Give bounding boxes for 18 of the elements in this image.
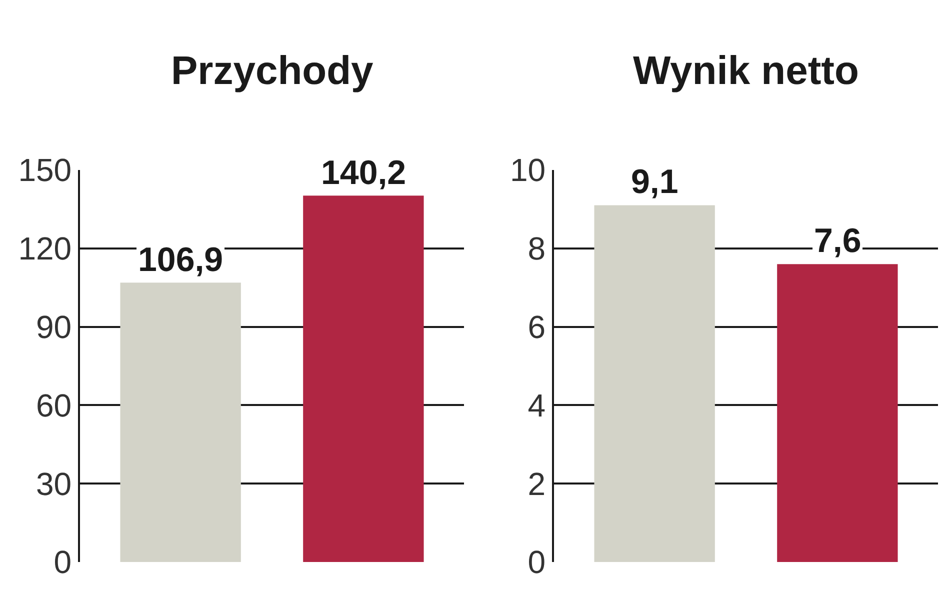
y-tick-label: 4 xyxy=(528,387,546,424)
data-label: 7,6 xyxy=(814,222,862,260)
y-tick-label: 2 xyxy=(528,466,546,502)
y-tick-label: 10 xyxy=(510,152,546,188)
y-tick-label: 90 xyxy=(36,309,72,345)
data-label: 140,2 xyxy=(321,154,406,192)
y-tick-label: 6 xyxy=(528,309,546,345)
y-tick-label: 0 xyxy=(54,544,72,580)
data-label: 106,9 xyxy=(138,241,224,279)
chart-title: Przychody xyxy=(171,49,374,93)
chart-title: Wynik netto xyxy=(633,49,859,93)
y-tick-label: 0 xyxy=(528,544,546,580)
y-tick-label: 60 xyxy=(36,387,72,424)
y-tick-label: 30 xyxy=(36,466,72,502)
y-tick-label: 150 xyxy=(18,152,72,188)
y-tick-label: 8 xyxy=(528,230,546,267)
y-tick-label: 120 xyxy=(18,230,72,267)
data-label: 9,1 xyxy=(631,163,678,201)
